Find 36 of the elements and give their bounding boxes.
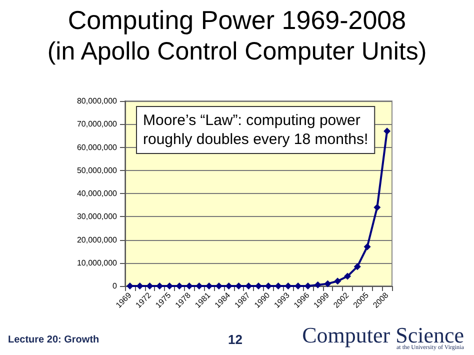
point bbox=[225, 282, 232, 290]
y-tick-label: 80,000,000 bbox=[76, 96, 118, 106]
y-tick-label: 40,000,000 bbox=[76, 189, 118, 198]
chart-subtitle: (in Apollo Control Computer Units) bbox=[47, 38, 427, 66]
point bbox=[314, 281, 322, 288]
chart-title: Computing Power 1969-2008 bbox=[68, 5, 406, 35]
y-tick-label: 0 bbox=[112, 282, 118, 290]
point bbox=[354, 263, 361, 270]
y-tick-label: 10,000,000 bbox=[76, 258, 118, 268]
point bbox=[364, 243, 371, 250]
point bbox=[334, 278, 342, 285]
y-tick-label: 30,000,000 bbox=[76, 212, 118, 222]
point bbox=[324, 280, 332, 288]
point bbox=[186, 282, 193, 290]
y-tick-label: 70,000,000 bbox=[76, 120, 118, 129]
point bbox=[384, 128, 391, 135]
y-tick-label: 50,000,000 bbox=[76, 166, 118, 175]
y-tick-label: 20,000,000 bbox=[76, 235, 118, 244]
point bbox=[284, 282, 292, 290]
point bbox=[255, 282, 262, 290]
annotation: Moore’s “Law”: computing power roughly doubles every 18 months! bbox=[143, 112, 368, 148]
point bbox=[176, 282, 183, 290]
point bbox=[344, 272, 351, 280]
y-tick-label: 60,000,000 bbox=[76, 142, 118, 152]
point bbox=[245, 282, 252, 290]
point bbox=[136, 282, 144, 290]
point bbox=[374, 204, 381, 211]
point bbox=[274, 282, 282, 290]
point bbox=[146, 282, 154, 290]
point bbox=[156, 282, 164, 290]
point bbox=[264, 282, 272, 290]
point bbox=[235, 282, 242, 290]
text: 12 bbox=[228, 332, 242, 347]
point bbox=[166, 282, 173, 290]
point bbox=[196, 282, 203, 290]
text: Lecture 20: Growth bbox=[8, 334, 100, 346]
